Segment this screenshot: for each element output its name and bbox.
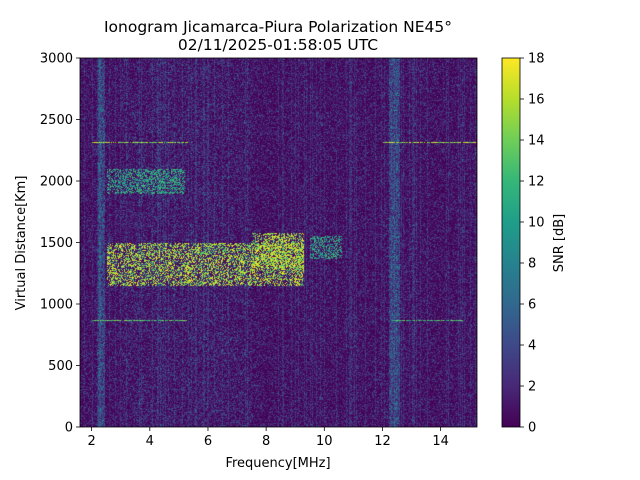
x-tick-label: 14 — [432, 434, 449, 449]
chart-subtitle: 02/11/2025-01:58:05 UTC — [178, 36, 378, 54]
y-tick-label: 1000 — [40, 298, 73, 313]
x-tick-label: 4 — [146, 434, 154, 449]
y-axis: 0 500 1000 1500 2000 2500 3000 — [40, 52, 80, 436]
y-tick-label: 2000 — [40, 175, 73, 190]
colorbar-tick-label: 16 — [528, 93, 545, 108]
x-tick-label: 8 — [262, 434, 270, 449]
chart-title: Ionogram Jicamarca-Piura Polarization NE… — [104, 18, 452, 36]
x-tick-label: 2 — [87, 434, 95, 449]
colorbar-tick-label: 18 — [528, 52, 545, 67]
colorbar-tick-label: 10 — [528, 216, 545, 231]
colorbar-label: SNR [dB] — [552, 214, 567, 272]
y-tick-label: 0 — [65, 421, 73, 436]
colorbar-tick-label: 0 — [528, 421, 536, 436]
heatmap-raster — [80, 58, 477, 427]
x-tick-label: 10 — [316, 434, 333, 449]
x-axis-label: Frequency[MHz] — [225, 456, 330, 471]
colorbar-gradient — [501, 57, 521, 428]
colorbar-tick-label: 14 — [528, 134, 545, 149]
y-tick-label: 3000 — [40, 52, 73, 67]
colorbar: 0 2 4 6 8 10 12 14 16 18 — [501, 52, 545, 436]
y-axis-label: Virtual Distance[Km] — [14, 176, 29, 311]
y-tick-label: 2500 — [40, 113, 73, 128]
colorbar-tick-label: 12 — [528, 175, 545, 190]
x-tick-label: 6 — [204, 434, 212, 449]
y-tick-label: 1500 — [40, 236, 73, 251]
x-tick-label: 12 — [374, 434, 391, 449]
colorbar-tick-label: 6 — [528, 298, 536, 313]
colorbar-tick-label: 2 — [528, 380, 536, 395]
heatmap-plot-area — [79, 57, 478, 428]
colorbar-tick-label: 8 — [528, 257, 536, 272]
x-axis: 2 4 6 8 10 12 14 — [87, 427, 449, 449]
y-tick-label: 500 — [48, 359, 73, 374]
colorbar-tick-label: 4 — [528, 339, 536, 354]
